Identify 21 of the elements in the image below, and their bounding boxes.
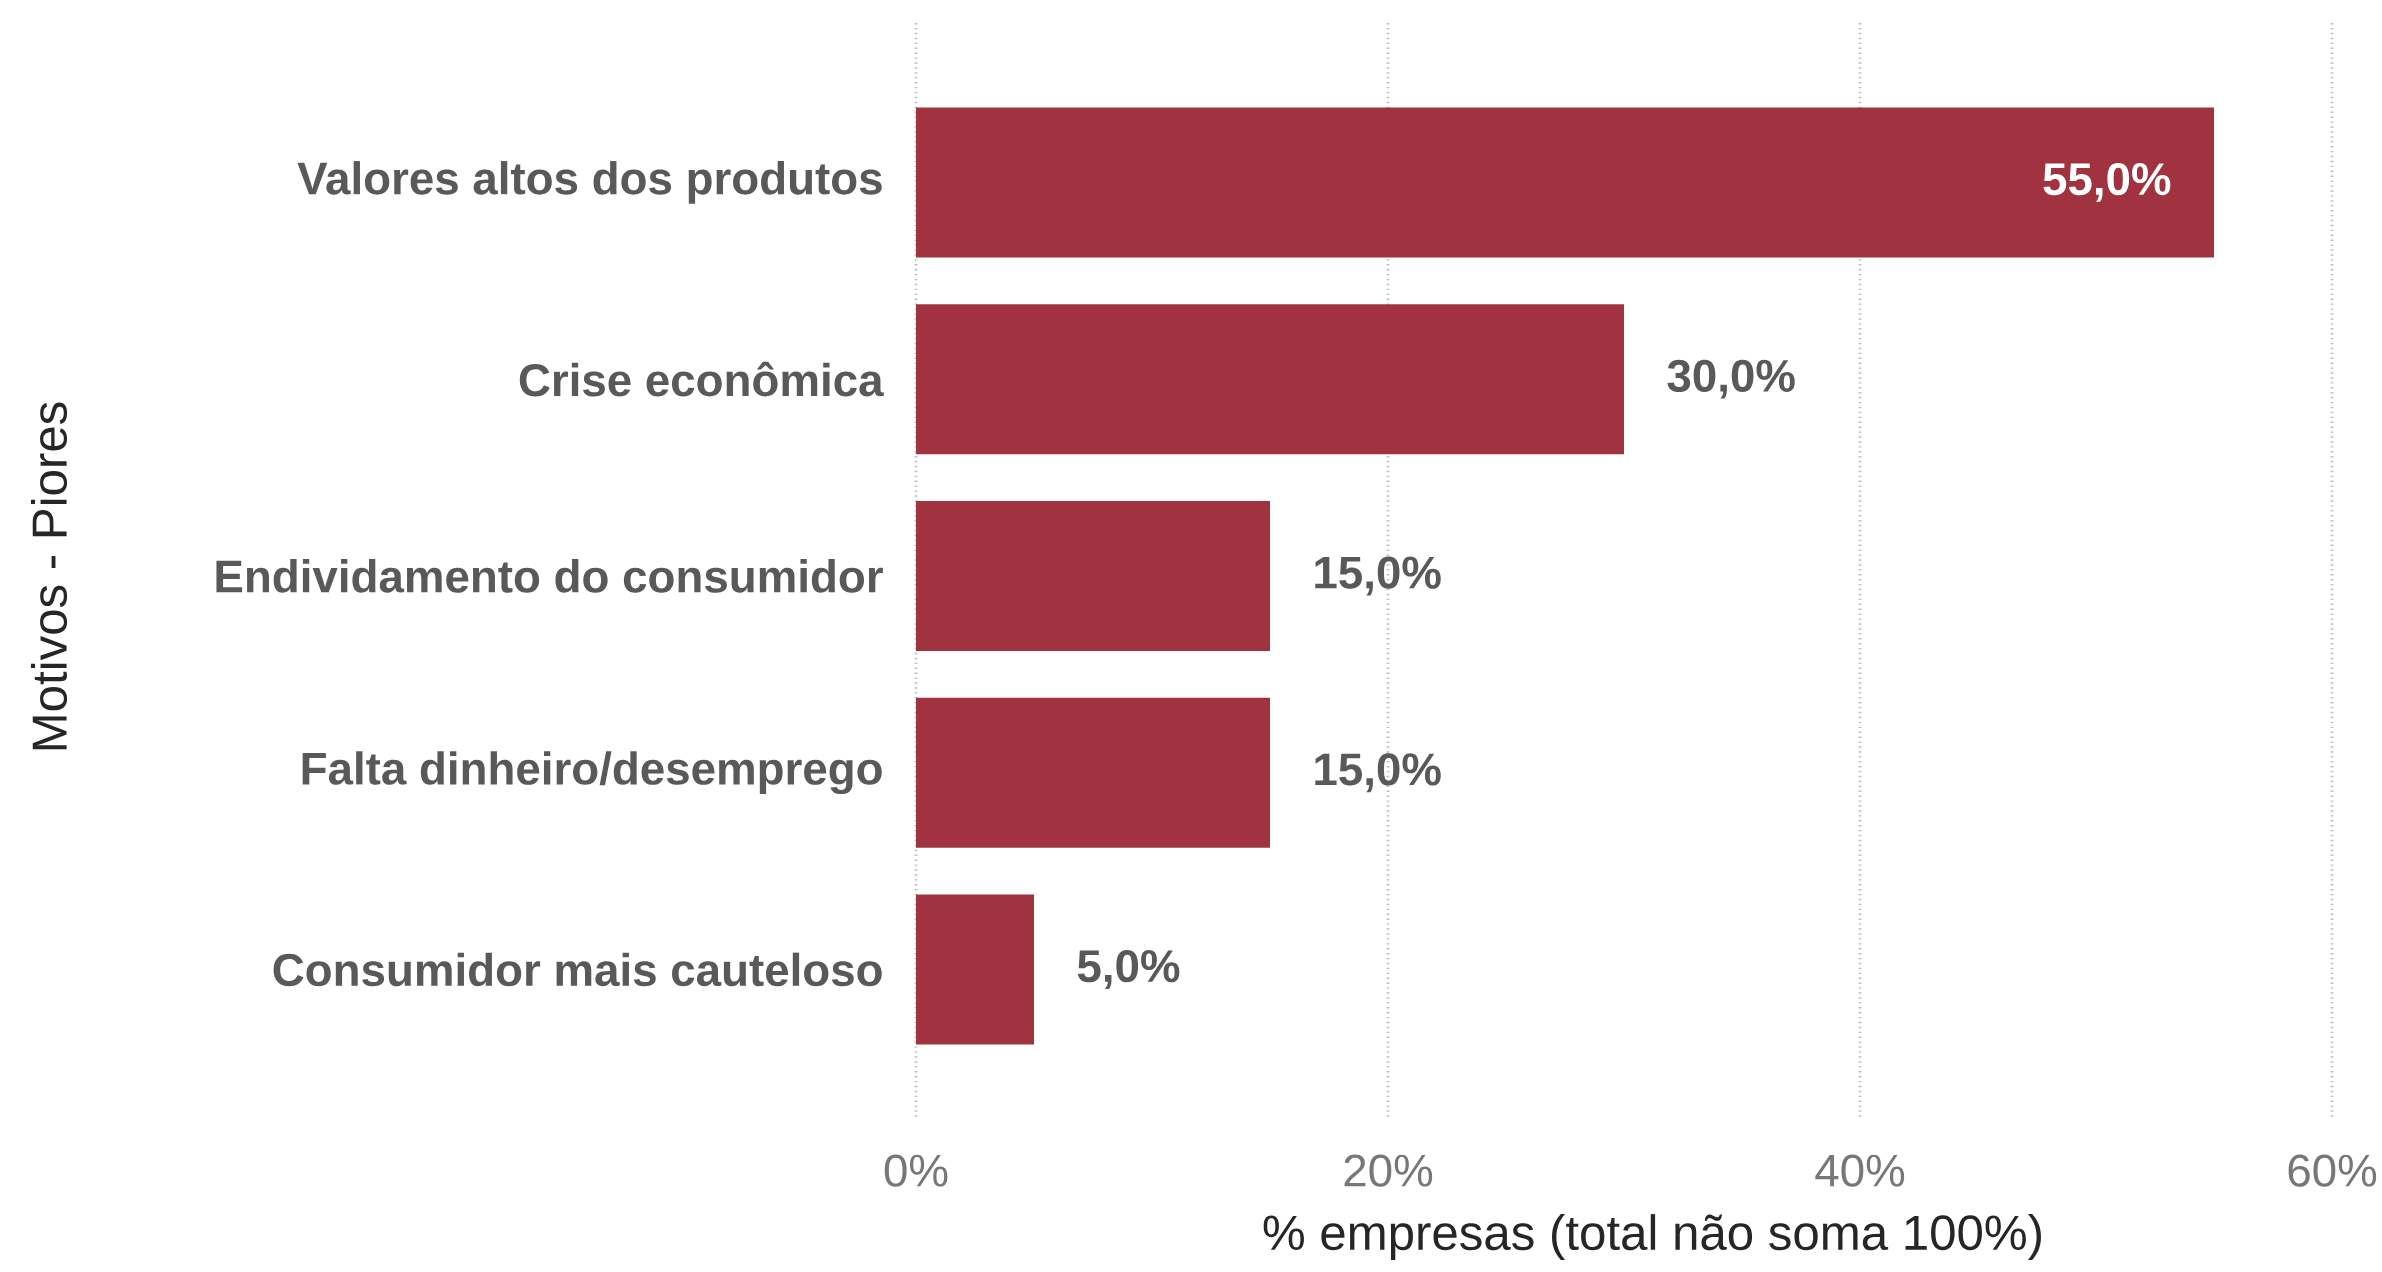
y-tick-label: Valores altos dos produtos	[297, 161, 882, 204]
y-tick-label: Consumidor mais cauteloso	[273, 952, 882, 987]
x-tick-label: 20%	[1344, 1154, 1433, 1187]
data-label: 55,0%	[2043, 162, 2171, 202]
y-tick-label: Falta dinheiro/desemprego	[302, 751, 882, 795]
x-tick-label: 0%	[884, 1154, 948, 1187]
bar	[916, 304, 1625, 455]
bar	[916, 894, 1034, 1045]
data-label: 30,0%	[1667, 359, 1795, 399]
data-label: 15,0%	[1315, 753, 1441, 793]
bar	[916, 500, 1270, 651]
y-tick-label: Endividamento do consumidor	[216, 559, 883, 593]
x-tick-label: 60%	[2288, 1154, 2377, 1187]
bar	[916, 107, 2215, 258]
x-tick-label: 40%	[1815, 1154, 1905, 1187]
x-axis-title: % empresas (total não soma 100%)	[1263, 1214, 2041, 1260]
bar	[916, 697, 1270, 848]
data-label: 5,0%	[1077, 949, 1180, 989]
data-label: 15,0%	[1315, 556, 1441, 596]
y-axis-title: Motivos - Piores	[30, 402, 68, 750]
y-tick-label: Crise econômica	[519, 361, 884, 397]
